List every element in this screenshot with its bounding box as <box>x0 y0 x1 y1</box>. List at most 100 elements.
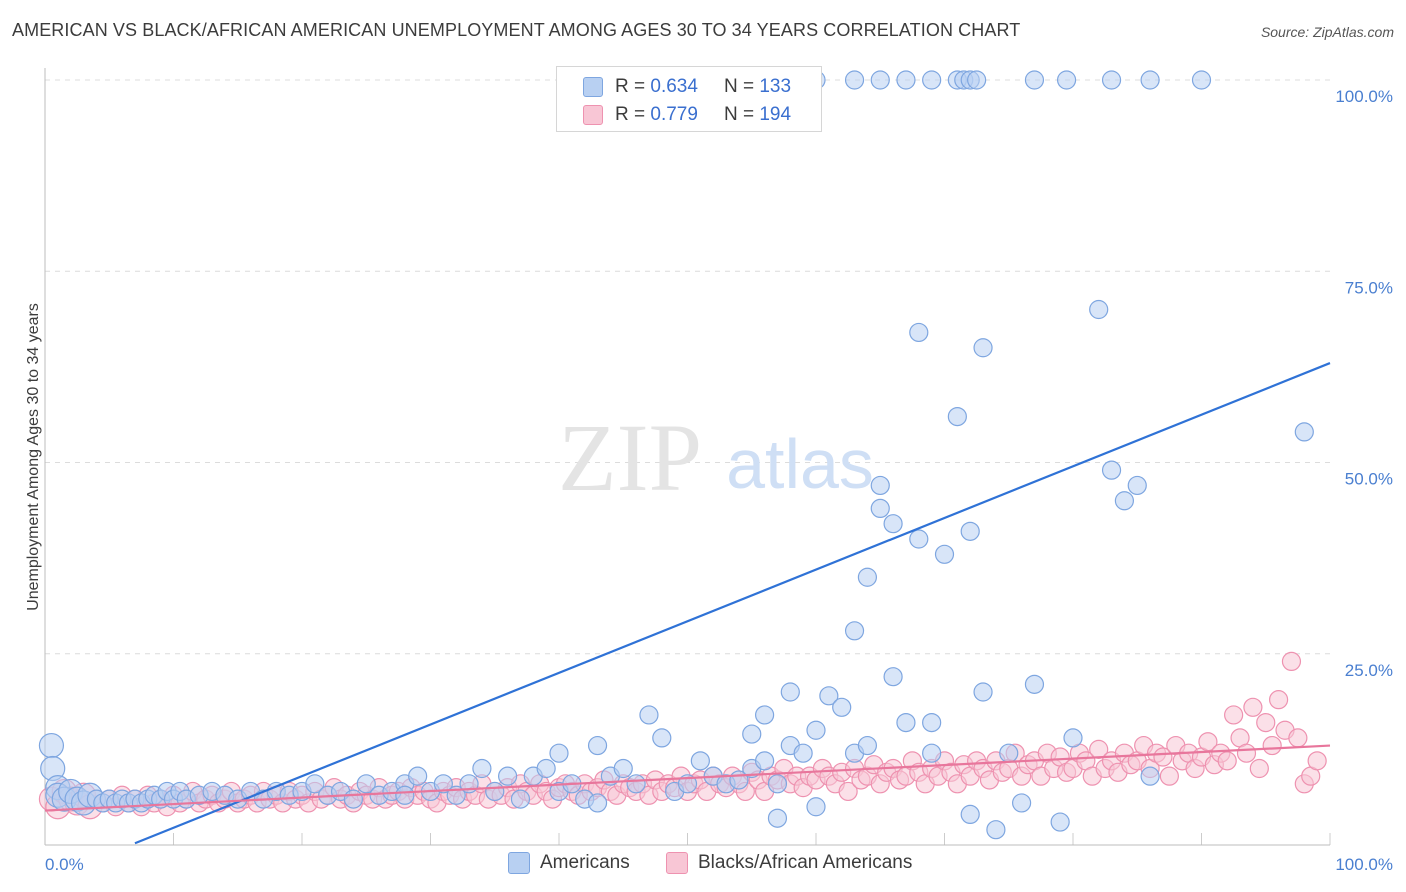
americans-data-point[interactable] <box>639 705 659 725</box>
americans-data-point[interactable] <box>793 743 813 763</box>
americans-data-point[interactable] <box>806 720 826 740</box>
americans-data-point[interactable] <box>38 732 65 759</box>
americans-data-point[interactable] <box>922 712 942 733</box>
americans-data-point[interactable] <box>1024 70 1045 90</box>
black-data-point[interactable] <box>1153 747 1173 767</box>
americans-data-point[interactable] <box>1140 766 1160 786</box>
series-legend: Americans Blacks/African Americans <box>0 852 1406 878</box>
black-data-point[interactable] <box>1243 697 1263 717</box>
americans-data-point[interactable] <box>883 667 903 687</box>
americans-data-point[interactable] <box>587 793 608 813</box>
americans-data-point[interactable] <box>922 70 942 90</box>
americans-data-point[interactable] <box>1063 728 1083 748</box>
americans-data-point[interactable] <box>844 621 865 641</box>
black-data-point[interactable] <box>1089 739 1109 759</box>
americans-data-point[interactable] <box>870 498 890 518</box>
black-data-point[interactable] <box>1268 690 1289 710</box>
americans-data-point[interactable] <box>356 774 376 794</box>
black-data-point[interactable] <box>1256 712 1276 733</box>
tick-labels: 100.0% 75.0% 50.0% 25.0% 0.0% 100.0% <box>45 87 1393 874</box>
americans-data-point[interactable] <box>754 751 775 771</box>
americans-data-point[interactable] <box>652 728 672 748</box>
americans-data-point[interactable] <box>587 735 608 756</box>
americans-data-point[interactable] <box>1294 422 1314 442</box>
americans-data-point[interactable] <box>973 682 993 702</box>
americans-data-point[interactable] <box>305 774 325 794</box>
americans-data-point[interactable] <box>1024 674 1045 694</box>
americans-data-point[interactable] <box>690 751 710 771</box>
black-data-point[interactable] <box>1159 766 1179 786</box>
americans-data-point[interactable] <box>536 758 556 779</box>
americans-data-point[interactable] <box>510 789 531 809</box>
source-label: Source: ZipAtlas.com <box>1260 24 1394 40</box>
americans-data-point[interactable] <box>1089 299 1109 320</box>
americans-data-point[interactable] <box>922 743 942 763</box>
americans-data-point[interactable] <box>844 70 865 90</box>
watermark-zip: ZIP <box>558 404 702 511</box>
americans-data-point[interactable] <box>767 774 788 794</box>
americans-data-point[interactable] <box>1101 460 1122 480</box>
legend-item-americans[interactable]: Americans <box>508 852 630 874</box>
americans-data-point[interactable] <box>1191 70 1212 90</box>
americans-data-point[interactable] <box>960 521 980 541</box>
americans-data-point[interactable] <box>498 766 518 786</box>
americans-data-point[interactable] <box>742 724 762 744</box>
americans-data-point[interactable] <box>433 774 453 794</box>
black-data-point[interactable] <box>1236 743 1257 763</box>
black-data-point[interactable] <box>1307 751 1327 771</box>
americans-data-point[interactable] <box>973 338 993 358</box>
americans-data-point[interactable] <box>909 529 929 549</box>
americans-data-point[interactable] <box>909 322 929 343</box>
americans-data-point[interactable] <box>626 774 646 794</box>
americans-data-point[interactable] <box>947 407 967 427</box>
black-swatch <box>583 105 603 125</box>
americans-data-point[interactable] <box>857 567 878 587</box>
r-value-americans: 0.634 <box>650 76 698 97</box>
americans-data-point[interactable] <box>896 70 916 90</box>
r-label: R = <box>615 104 646 125</box>
americans-data-point[interactable] <box>1140 70 1160 90</box>
y-tick-label: 75.0% <box>1345 278 1393 297</box>
americans-data-point[interactable] <box>870 475 890 496</box>
trend-lines <box>44 362 1331 845</box>
americans-data-point[interactable] <box>472 758 492 779</box>
americans-data-point[interactable] <box>896 712 916 733</box>
americans-data-point[interactable] <box>408 766 428 786</box>
americans-data-point[interactable] <box>883 514 903 534</box>
americans-data-point[interactable] <box>1114 491 1135 511</box>
americans-data-point[interactable] <box>395 785 415 805</box>
black-data-point[interactable] <box>1281 651 1302 672</box>
black-data-point[interactable] <box>1288 728 1308 748</box>
americans-data-point[interactable] <box>1050 812 1070 832</box>
americans-data-point[interactable] <box>1056 70 1077 90</box>
americans-data-point[interactable] <box>870 70 890 90</box>
americans-data-point[interactable] <box>485 781 505 802</box>
americans-data-point[interactable] <box>1011 793 1032 813</box>
americans-data-point[interactable] <box>934 544 955 564</box>
black-data-point[interactable] <box>1249 758 1269 779</box>
americans-data-point[interactable] <box>549 743 569 763</box>
americans-data-point[interactable] <box>767 808 788 828</box>
black-data-point[interactable] <box>1217 751 1237 771</box>
americans-data-point[interactable] <box>832 697 852 717</box>
americans-data-point[interactable] <box>343 789 363 809</box>
americans-data-point[interactable] <box>967 70 987 90</box>
americans-data-point[interactable] <box>754 705 775 725</box>
americans-data-point[interactable] <box>780 682 800 702</box>
black-data-point[interactable] <box>1224 705 1244 725</box>
americans-data-point[interactable] <box>1101 70 1122 90</box>
americans-data-point[interactable] <box>960 804 980 825</box>
stats-row-black: R = 0.779 N = 194 <box>557 101 791 129</box>
americans-data-point[interactable] <box>613 758 633 779</box>
americans-data-point[interactable] <box>857 735 878 756</box>
americans-swatch <box>583 77 603 97</box>
stats-legend: R = 0.634 N = 133 R = 0.779 N = 194 <box>556 66 822 132</box>
black-data-point[interactable] <box>1262 735 1282 756</box>
americans-data-point[interactable] <box>819 686 839 706</box>
americans-data-point[interactable] <box>986 820 1006 840</box>
black-data-point[interactable] <box>838 781 858 802</box>
americans-data-point[interactable] <box>806 797 826 817</box>
legend-item-black[interactable]: Blacks/African Americans <box>666 852 912 874</box>
americans-data-point[interactable] <box>1127 475 1147 496</box>
americans-data-point[interactable] <box>999 743 1019 763</box>
